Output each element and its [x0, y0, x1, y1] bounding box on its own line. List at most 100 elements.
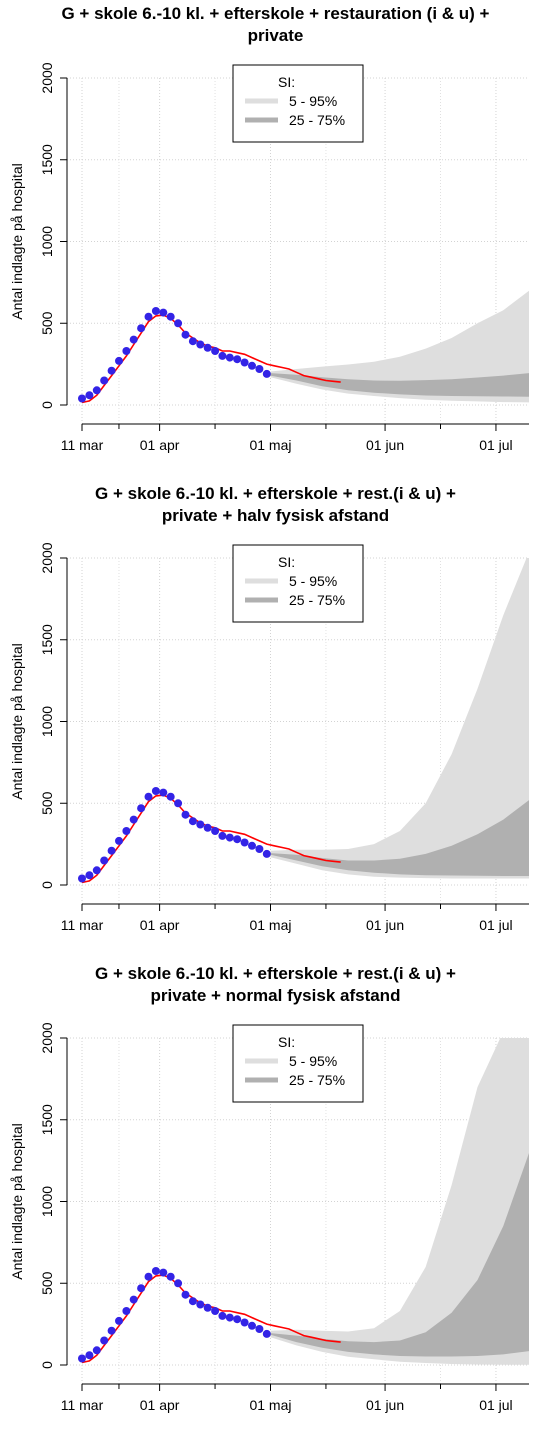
data-point: [122, 347, 131, 355]
data-point: [137, 804, 146, 813]
chart-title: G + skole 6.-10 kl. + efterskole + rest.…: [0, 963, 551, 1007]
legend-title: SI:: [278, 554, 295, 570]
data-point: [107, 366, 116, 375]
x-tick-label: 01 maj: [249, 917, 291, 933]
legend-title: SI:: [278, 74, 295, 90]
y-tick-label: 2000: [39, 542, 55, 573]
data-point: [225, 833, 234, 842]
data-point: [107, 846, 116, 855]
data-point: [144, 1272, 153, 1281]
data-point: [122, 827, 131, 835]
data-point: [248, 361, 256, 370]
data-point: [107, 1326, 116, 1335]
data-point: [218, 831, 227, 840]
axes: 0 500 1000 1500 2000 11 mar 01 apr 01 maj 01 jun…: [9, 1022, 529, 1413]
chart-title-line-2: private: [247, 26, 304, 45]
legend-item-label: 25 - 75%: [289, 112, 345, 128]
data-point: [203, 1303, 212, 1312]
plot-area: [78, 290, 529, 404]
x-tick-label: 01 apr: [140, 437, 180, 453]
data-point: [188, 1297, 197, 1306]
chart-panel-1: G + skole 6.-10 kl. + efterskole + resta…: [0, 0, 551, 470]
data-point: [211, 347, 220, 355]
x-tick-label: 01 jun: [366, 1397, 404, 1413]
data-point: [255, 1325, 264, 1333]
x-tick-label: 11 mar: [61, 437, 104, 453]
data-point: [248, 1321, 256, 1330]
data-point: [240, 1318, 249, 1327]
data-point: [203, 823, 212, 832]
chart-title-line-2: private + normal fysisk afstand: [150, 986, 401, 1005]
series-points: [78, 787, 271, 883]
y-tick-label: 0: [39, 1361, 55, 1369]
band-25-75: [270, 1152, 529, 1357]
data-point: [115, 356, 123, 365]
chart-title-line-1: G + skole 6.-10 kl. + efterskole + rest.…: [95, 484, 456, 503]
data-point: [181, 810, 190, 819]
data-point: [129, 815, 138, 824]
data-point: [174, 1279, 183, 1288]
data-point: [196, 340, 205, 349]
data-point: [218, 351, 227, 360]
chart-title-line-1: G + skole 6.-10 kl. + efterskole + rest.…: [95, 964, 456, 983]
data-point: [159, 788, 168, 797]
data-point: [233, 355, 242, 364]
data-point: [100, 856, 109, 865]
y-axis-title: Antal indlagte på hospital: [9, 1123, 25, 1279]
data-point: [78, 874, 86, 883]
data-point: [92, 386, 101, 395]
legend-title: SI:: [278, 1034, 295, 1050]
y-tick-label: 500: [39, 1271, 55, 1295]
chart-title-line-2: private + halv fysisk afstand: [161, 506, 390, 525]
chart-title-line-1: G + skole 6.-10 kl. + efterskole + resta…: [61, 4, 490, 23]
data-point: [78, 394, 86, 403]
chart-canvas: 0 500 1000 1500 2000 11 mar 01 apr 01 maj 01 jun…: [9, 62, 529, 453]
data-point: [144, 792, 153, 801]
data-point: [100, 1336, 109, 1345]
legend-item-label: 5 - 95%: [289, 93, 337, 109]
data-point: [211, 827, 220, 835]
data-point: [85, 871, 94, 880]
data-point: [248, 841, 256, 850]
chart-canvas: 0 500 1000 1500 2000 11 mar 01 apr 01 maj 01 jun…: [9, 542, 529, 933]
legend-item-label: 25 - 75%: [289, 592, 345, 608]
data-point: [78, 1354, 86, 1363]
data-point: [85, 1351, 94, 1360]
y-tick-label: 1500: [39, 144, 55, 175]
data-point: [115, 1316, 123, 1325]
data-point: [181, 330, 190, 339]
chart-panel-2: G + skole 6.-10 kl. + efterskole + rest.…: [0, 480, 551, 950]
data-point: [225, 1313, 234, 1322]
data-point: [151, 787, 160, 795]
data-point: [218, 1311, 227, 1320]
band-25-75: [270, 800, 529, 876]
data-point: [151, 1267, 160, 1275]
x-tick-label: 01 jun: [366, 917, 404, 933]
data-point: [144, 312, 153, 321]
data-point: [166, 312, 175, 321]
data-point: [240, 358, 249, 367]
legend-item-label: 5 - 95%: [289, 1053, 337, 1069]
y-tick-label: 1500: [39, 1104, 55, 1135]
data-point: [122, 1307, 131, 1315]
data-point: [166, 1272, 175, 1281]
legend: SI: 5 - 95% 25 - 75%: [232, 1024, 364, 1103]
y-tick-label: 500: [39, 791, 55, 815]
chart-title: G + skole 6.-10 kl. + efterskole + rest.…: [0, 483, 551, 527]
data-point: [262, 1329, 271, 1338]
data-point: [262, 849, 271, 858]
data-point: [262, 369, 271, 378]
axes: 0 500 1000 1500 2000 11 mar 01 apr 01 maj 01 jun…: [9, 542, 529, 933]
legend: SI: 5 - 95% 25 - 75%: [232, 544, 364, 623]
x-tick-label: 01 maj: [249, 1397, 291, 1413]
x-tick-label: 11 mar: [61, 1397, 104, 1413]
data-point: [188, 817, 197, 826]
x-tick-label: 01 jun: [366, 437, 404, 453]
x-tick-label: 01 maj: [249, 437, 291, 453]
x-tick-label: 01 jul: [479, 1397, 512, 1413]
x-tick-label: 01 apr: [140, 1397, 180, 1413]
plot-area: [78, 1038, 529, 1365]
y-tick-label: 1000: [39, 706, 55, 737]
data-point: [174, 799, 183, 808]
chart-canvas: 0 500 1000 1500 2000 11 mar 01 apr 01 maj 01 jun…: [9, 1022, 529, 1413]
